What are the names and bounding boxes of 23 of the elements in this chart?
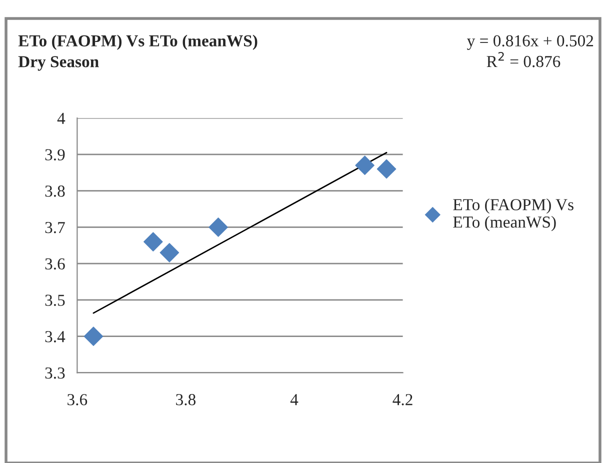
text: y = 0.816x + 0.502 <box>467 35 594 50</box>
y-tick-label: 3.9 <box>45 149 65 160</box>
x-tick-label: 3.8 <box>176 394 196 406</box>
point <box>143 232 163 252</box>
point <box>160 243 180 262</box>
y-tick-label: 3.5 <box>45 294 65 306</box>
y-tick-label: 3.3 <box>45 367 65 379</box>
x-tick-label: 4.2 <box>392 394 412 406</box>
chart-subtitle: Dry Season <box>18 56 99 71</box>
legend-label: ETo (FAOPM) Vs ETo (meanWS) <box>453 198 574 232</box>
y-tick-label: 3.6 <box>45 258 65 270</box>
point <box>84 326 104 346</box>
y-tick-label: 3.7 <box>45 222 65 234</box>
text: R$^{2}$ = 0.876 <box>486 52 560 68</box>
chart-title: ETo (FAOPM) Vs ETo (meanWS) <box>18 34 258 50</box>
point <box>376 159 396 179</box>
y-tick-label: 3.4 <box>45 331 66 342</box>
x-tick-label: 3.6 <box>68 394 88 406</box>
x-tick-label: 4 <box>290 394 298 406</box>
point <box>355 156 374 176</box>
y-tick-label: 4 <box>57 112 66 124</box>
point <box>208 218 228 237</box>
y-tick-label: 3.8 <box>45 186 65 197</box>
